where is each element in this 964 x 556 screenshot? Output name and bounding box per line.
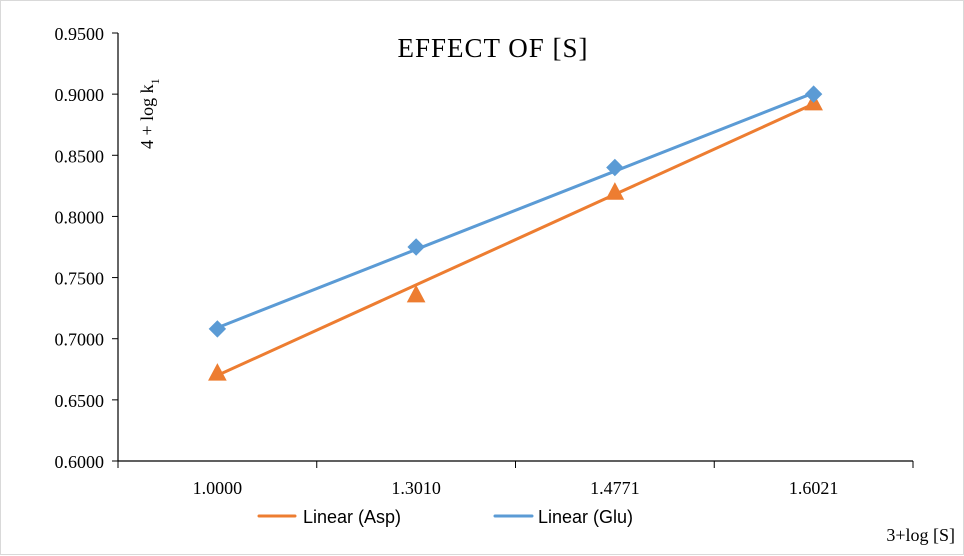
data-point-asp bbox=[406, 284, 426, 303]
axes-layer bbox=[112, 32, 914, 468]
legend-layer: Linear (Asp) Linear (Glu) bbox=[257, 507, 633, 527]
data-point-glu bbox=[804, 85, 823, 103]
y-tick-label: 0.6500 bbox=[55, 391, 105, 411]
y-tick-label: 0.9000 bbox=[55, 85, 105, 105]
x-tick-label: 1.4771 bbox=[590, 478, 640, 498]
x-axis-label: 3+log [S] bbox=[886, 525, 955, 545]
y-tick-label: 0.6000 bbox=[55, 452, 105, 472]
y-axis-label: 4 + log k1 bbox=[137, 78, 162, 149]
chart-title: EFFECT OF [S] bbox=[397, 33, 588, 63]
point-layer bbox=[208, 85, 823, 381]
data-point-asp bbox=[605, 182, 625, 200]
x-tick-label: 1.0000 bbox=[193, 478, 243, 498]
text-layer: 0.6000 0.6500 0.7000 0.7500 0.8000 0.8500 0.90… bbox=[55, 24, 956, 545]
y-tick-label: 0.7000 bbox=[55, 330, 105, 350]
legend-label-glu: Linear (Glu) bbox=[538, 507, 633, 527]
data-point-asp bbox=[208, 363, 227, 381]
trend-layer bbox=[215, 91, 816, 377]
trendline-asp bbox=[215, 102, 816, 377]
y-axis-label-main: 4 + log k bbox=[137, 84, 157, 149]
y-tick-label: 0.9500 bbox=[55, 24, 105, 44]
data-point-glu bbox=[208, 320, 227, 338]
trendline-glu bbox=[215, 91, 816, 330]
data-point-glu bbox=[606, 158, 624, 177]
y-axis-label-subscript: 1 bbox=[148, 78, 162, 84]
legend-label-asp: Linear (Asp) bbox=[303, 507, 401, 527]
x-tick-label: 1.6021 bbox=[789, 478, 839, 498]
y-tick-label: 0.7500 bbox=[55, 269, 105, 289]
data-point-glu bbox=[407, 238, 425, 256]
x-tick-label: 1.3010 bbox=[391, 478, 441, 498]
y-tick-label: 0.8500 bbox=[55, 146, 105, 166]
y-tick-label: 0.8000 bbox=[55, 207, 105, 227]
